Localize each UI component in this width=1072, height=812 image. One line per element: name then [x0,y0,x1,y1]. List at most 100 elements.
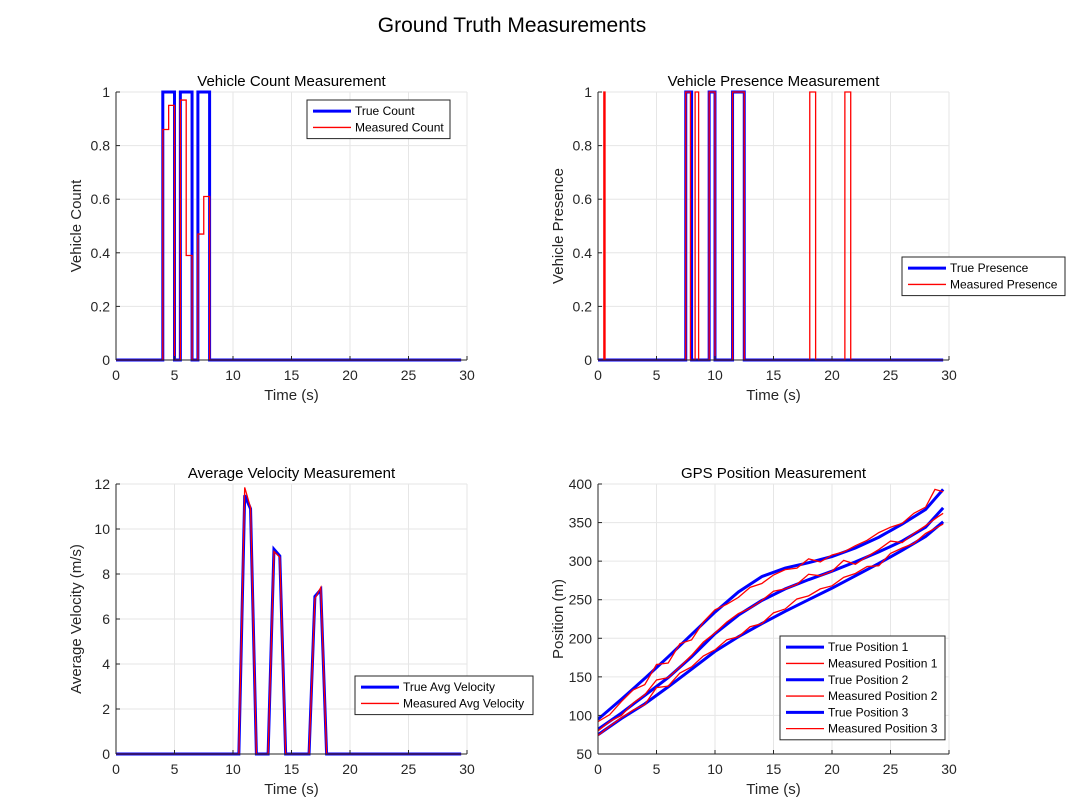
count-series-1-line [116,90,462,362]
velocity-x-tick-label: 30 [459,761,475,777]
presence-legend-label: True Presence [950,261,1029,275]
presence-x-tick-label: 10 [707,367,723,383]
velocity-series-2-line [116,487,462,755]
presence-y-tick-label: 0 [584,352,592,368]
gps-x-tick-label: 25 [883,761,899,777]
presence-y-tick-label: 0.8 [573,138,593,154]
velocity-chart: 0 5 10 15 20 25 30 0 2 4 6 8 10 12 Average Velocity Me… [68,465,534,798]
velocity-y-tick-label: 6 [102,611,110,627]
velocity-x-tick-label: 5 [171,761,179,777]
velocity-legend-box [354,675,534,716]
count-x-tick-label: 25 [401,367,417,383]
presence-x-tick-label: 15 [766,367,782,383]
velocity-legend-label: True Avg Velocity [403,680,495,694]
gps-y-tick-label: 300 [569,553,593,569]
count-legend: True Count Measured Count [306,99,451,140]
velocity-y-tick-label: 12 [94,476,110,492]
gps-legend-label: Measured Position 2 [828,689,938,703]
gps-y-axis-label: Position (m) [550,579,567,659]
count-legend-box [306,99,451,140]
velocity-y-axis-label: Average Velocity (m/s) [68,544,85,694]
presence-x-tick-label: 25 [883,367,899,383]
figure-title: Ground Truth Measurements [378,14,646,37]
gps-x-tick-label: 5 [653,761,661,777]
presence-y-tick-label: 0.6 [573,191,593,207]
gps-series-group [598,488,945,736]
count-y-tick-label: 0.4 [91,245,111,261]
presence-x-tick-label: 30 [941,367,957,383]
velocity-series-1-line [116,494,462,756]
velocity-legend: True Avg Velocity Measured Avg Velocity [354,675,534,716]
gps-x-tick-label: 30 [941,761,957,777]
gps-y-tick-label: 150 [569,669,593,685]
gps-legend: True Position 1 Measured Position 1 True P… [779,635,946,741]
count-series-group [116,90,462,362]
count-x-tick-label: 10 [225,367,241,383]
gps-legend-box [779,635,946,741]
velocity-x-tick-label: 20 [342,761,358,777]
count-x-tick-label: 5 [171,367,179,383]
gps-series-4-line [598,512,944,732]
gps-x-tick-label: 0 [594,761,602,777]
presence-legend: True Presence Measured Presence [901,256,1066,297]
presence-x-tick-label: 5 [653,367,661,383]
count-series-2-line [116,99,462,361]
gps-y-tick-label: 100 [569,707,593,723]
presence-x-axis-label: Time (s) [746,387,800,404]
gps-chart: 0 5 10 15 20 25 30 50 100 150 200 250 300 350 400 GPS P… [550,465,957,798]
gps-x-axis-label: Time (s) [746,781,800,798]
velocity-x-tick-label: 0 [112,761,120,777]
gps-series-3-line [598,506,945,731]
gps-series-2-line [598,488,944,723]
velocity-x-tick-label: 10 [225,761,241,777]
gps-legend-label: Measured Position 1 [828,656,938,670]
gps-y-tick-label: 350 [569,515,593,531]
gps-x-tick-label: 15 [766,761,782,777]
presence-y-tick-label: 0.2 [573,298,593,314]
presence-x-tick-label: 20 [824,367,840,383]
presence-y-tick-label: 1 [584,84,592,100]
count-y-tick-label: 1 [102,84,110,100]
presence-y-axis-label: Vehicle Presence [550,168,567,284]
velocity-x-axis-label: Time (s) [264,781,318,798]
count-y-tick-label: 0.2 [91,298,111,314]
velocity-series-group [116,487,462,756]
presence-y-tick-label: 0.4 [573,245,593,261]
presence-legend-label: Measured Presence [950,277,1058,291]
gps-legend-label: Measured Position 3 [828,722,938,736]
gps-legend-label: True Position 3 [828,705,909,719]
gps-legend-label: True Position 2 [828,673,909,687]
count-legend-label: True Count [355,104,415,118]
presence-chart: 0 5 10 15 20 25 30 0 0.2 0.4 0.6 0.8 1 Vehicle Presen… [550,73,1066,404]
count-x-axis-label: Time (s) [264,387,318,404]
gps-series-1-line [598,488,945,721]
presence-legend-box [901,256,1066,297]
velocity-y-tick-label: 0 [102,746,110,762]
gps-x-tick-label: 20 [824,761,840,777]
velocity-legend-label: Measured Avg Velocity [403,696,524,710]
count-legend-label: Measured Count [355,120,444,134]
count-x-tick-label: 20 [342,367,358,383]
gps-series-6-line [598,523,944,736]
presence-x-tick-label: 0 [594,367,602,383]
gps-legend-label: True Position 1 [828,640,909,654]
gps-series-5-line [598,520,945,736]
count-chart: 0 5 10 15 20 25 30 0 0.2 0.4 0.6 0.8 1 Vehicle Count … [68,73,475,404]
velocity-x-tick-label: 15 [284,761,300,777]
count-chart-title: Vehicle Count Measurement [197,73,386,90]
velocity-x-tick-label: 25 [401,761,417,777]
velocity-y-tick-label: 8 [102,566,110,582]
gps-y-tick-label: 400 [569,476,593,492]
velocity-chart-title: Average Velocity Measurement [188,465,396,482]
velocity-y-tick-label: 2 [102,701,110,717]
gps-y-tick-label: 250 [569,592,593,608]
count-x-tick-label: 0 [112,367,120,383]
gps-y-tick-label: 200 [569,630,593,646]
velocity-y-tick-label: 4 [102,656,110,672]
count-y-tick-label: 0.8 [91,138,111,154]
count-y-tick-label: 0 [102,352,110,368]
count-x-tick-label: 30 [459,367,475,383]
gps-chart-title: GPS Position Measurement [681,465,867,482]
